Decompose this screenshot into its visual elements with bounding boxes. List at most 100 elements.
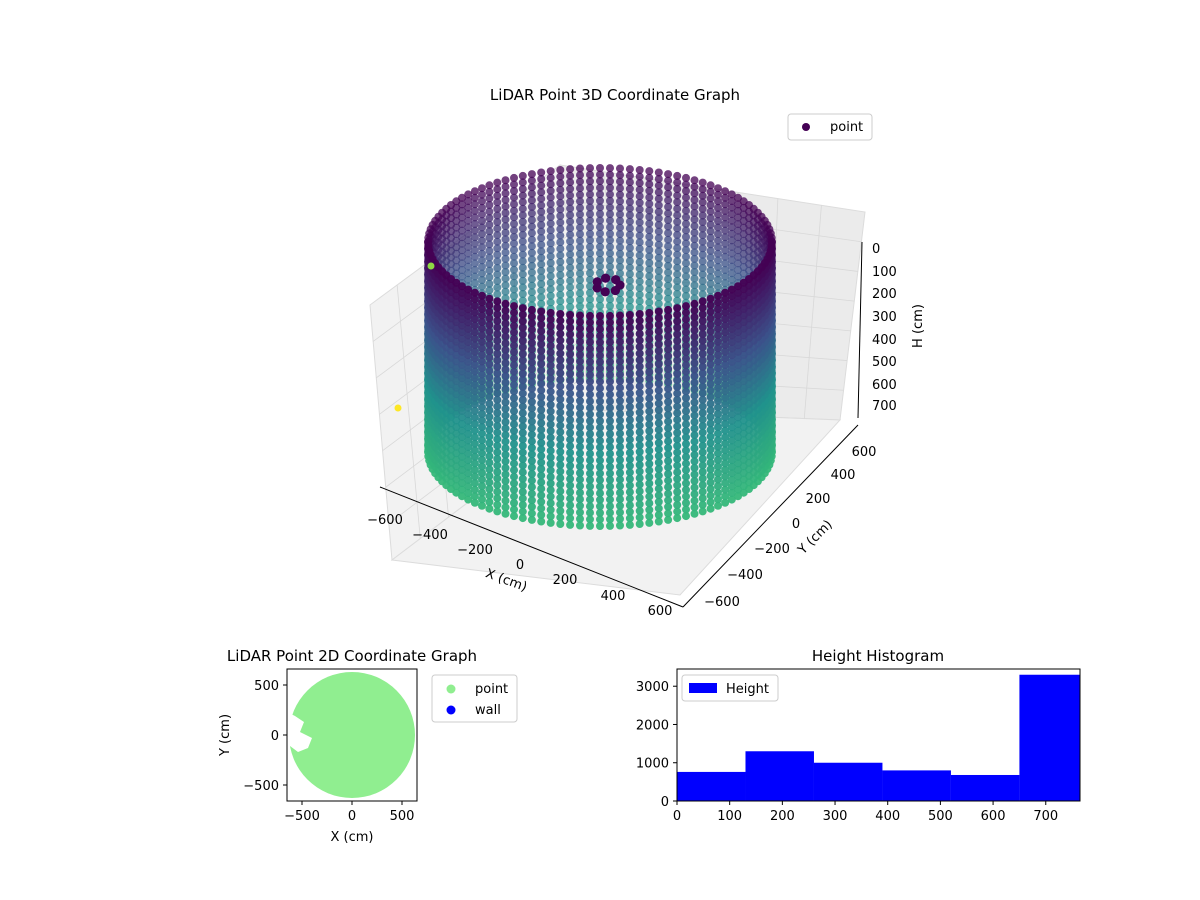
data-point bbox=[478, 377, 486, 386]
data-point bbox=[706, 181, 715, 190]
data-point bbox=[721, 361, 730, 369]
data-point bbox=[727, 236, 736, 245]
data-point bbox=[616, 269, 624, 278]
data-point bbox=[527, 170, 536, 179]
data-point bbox=[727, 384, 736, 392]
data-point bbox=[616, 311, 624, 320]
data-point bbox=[586, 288, 594, 297]
data-point bbox=[546, 278, 555, 287]
data-point bbox=[478, 501, 486, 510]
data-point bbox=[464, 210, 473, 219]
data-point bbox=[664, 216, 673, 224]
data-point bbox=[625, 243, 634, 252]
data-point bbox=[673, 283, 682, 292]
data-point bbox=[556, 257, 565, 266]
data-point bbox=[470, 492, 479, 501]
data-point bbox=[478, 282, 486, 291]
data-point bbox=[654, 307, 663, 316]
legend-label-wall: wall bbox=[475, 703, 501, 718]
data-point bbox=[470, 498, 479, 507]
data-point bbox=[721, 266, 730, 274]
data-point bbox=[698, 264, 707, 272]
data-point bbox=[635, 277, 644, 286]
data-point bbox=[546, 193, 555, 202]
data-point bbox=[576, 230, 584, 239]
data-point bbox=[635, 290, 644, 299]
data-point bbox=[682, 200, 690, 209]
data-point bbox=[537, 260, 546, 269]
data-point bbox=[727, 344, 736, 353]
data-point bbox=[714, 462, 722, 471]
data-point bbox=[714, 337, 722, 346]
data-point bbox=[645, 278, 654, 287]
data-point bbox=[698, 244, 707, 253]
data-point bbox=[518, 244, 527, 253]
data-point bbox=[606, 196, 614, 205]
data-point bbox=[576, 171, 584, 180]
data-point bbox=[501, 215, 510, 224]
data-point bbox=[576, 177, 584, 186]
data-point bbox=[464, 462, 473, 471]
data-point bbox=[470, 393, 479, 402]
data-point bbox=[485, 399, 494, 408]
data-point bbox=[470, 374, 479, 383]
data-point bbox=[645, 298, 654, 307]
data-point bbox=[510, 180, 518, 189]
data-point bbox=[714, 344, 722, 353]
data-point bbox=[714, 364, 722, 372]
data-point bbox=[518, 270, 527, 279]
data-point bbox=[664, 248, 673, 257]
data-point bbox=[654, 299, 663, 308]
data-point bbox=[493, 211, 502, 220]
data-point bbox=[556, 172, 565, 181]
data-point bbox=[698, 224, 707, 233]
legend-label-point: point bbox=[475, 682, 508, 697]
data-point bbox=[706, 471, 715, 480]
grid-line bbox=[396, 284, 421, 539]
data-point bbox=[464, 229, 473, 238]
data-point bbox=[654, 214, 663, 223]
data-point bbox=[635, 297, 644, 306]
data-point bbox=[664, 235, 673, 244]
data-point bbox=[485, 233, 494, 242]
data-point bbox=[464, 305, 473, 314]
data-point bbox=[727, 429, 736, 438]
data-point bbox=[464, 443, 473, 452]
data-point bbox=[727, 269, 736, 278]
data-point bbox=[664, 275, 673, 284]
y-tick-label: −600 bbox=[704, 595, 740, 610]
data-point bbox=[706, 233, 715, 242]
data-point bbox=[721, 239, 730, 248]
data-point bbox=[458, 465, 466, 474]
data-point bbox=[527, 248, 536, 257]
data-point bbox=[714, 223, 722, 232]
data-point bbox=[470, 200, 479, 209]
data-point bbox=[458, 367, 466, 376]
data-point bbox=[714, 318, 722, 327]
data-point bbox=[566, 230, 575, 239]
data-point bbox=[518, 237, 527, 246]
data-point bbox=[616, 184, 624, 193]
title-3d: LiDAR Point 3D Coordinate Graph bbox=[490, 86, 740, 104]
title-histogram: Height Histogram bbox=[812, 647, 944, 665]
x-tick-label: 700 bbox=[1033, 809, 1058, 824]
grid-line bbox=[803, 205, 822, 419]
data-point bbox=[566, 237, 575, 246]
z-tick-label: 700 bbox=[872, 399, 897, 414]
data-point bbox=[596, 223, 604, 232]
data-point bbox=[546, 180, 555, 189]
data-point bbox=[470, 485, 479, 494]
data-point bbox=[464, 357, 473, 366]
data-point bbox=[698, 237, 707, 246]
data-point bbox=[537, 201, 546, 210]
data-point bbox=[673, 204, 682, 213]
data-point bbox=[592, 277, 602, 287]
data-point bbox=[485, 207, 494, 216]
data-point bbox=[493, 231, 502, 240]
data-point bbox=[616, 190, 624, 199]
data-point bbox=[556, 218, 565, 227]
data-point bbox=[721, 367, 730, 376]
data-point bbox=[616, 210, 624, 219]
data-point bbox=[721, 252, 730, 261]
data-point bbox=[501, 189, 510, 198]
